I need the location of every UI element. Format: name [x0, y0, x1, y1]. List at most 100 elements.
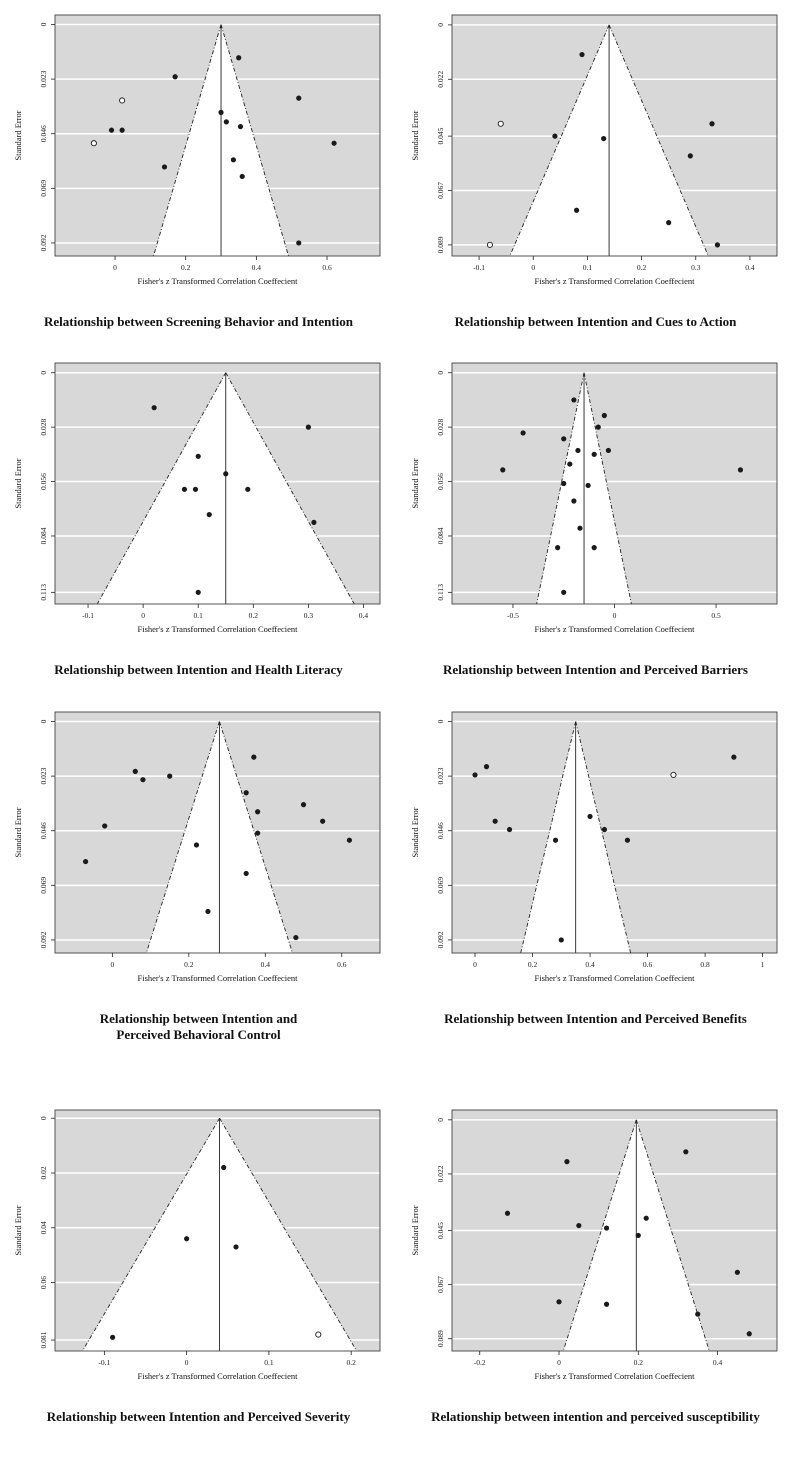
x-tick-label: 0 — [141, 611, 145, 620]
x-tick-label: 0.6 — [337, 960, 347, 969]
y-tick-label: 0 — [436, 371, 445, 375]
plot-border — [54, 14, 380, 257]
funnel-plot-intention-perceived-behavioral-control: 0 0.023 0.046 0.069 0.092 0 0.2 0.4 0.6 Fisher's … — [0, 705, 397, 1044]
data-point — [682, 1149, 688, 1155]
x-tick-label: 0.4 — [358, 611, 368, 620]
y-tick-label: 0.092 — [436, 931, 445, 948]
x-tick-label: 0.8 — [700, 960, 710, 969]
data-point — [746, 1331, 752, 1337]
data-point — [239, 173, 245, 180]
data-point — [193, 841, 199, 848]
data-point — [486, 241, 493, 248]
data-point — [192, 486, 198, 493]
data-point — [132, 768, 138, 774]
plot-caption: Relationship between Intention and Perce… — [99, 1010, 298, 1042]
data-point — [295, 95, 301, 101]
data-point — [560, 589, 566, 596]
y-axis-label: Standard Error — [410, 110, 420, 160]
data-point — [643, 1215, 649, 1221]
data-point — [295, 240, 301, 246]
x-tick-label: 0.3 — [303, 611, 313, 620]
x-tick-label: 0.1 — [193, 611, 203, 620]
data-point — [139, 776, 146, 782]
data-point — [310, 520, 316, 526]
funnel-plot-intention-perceived-benefits: 0 0.023 0.046 0.069 0.092 0 0.2 0.4 0.6 0.8 1 Fishe… — [397, 705, 794, 1044]
y-tick-label: 0.046 — [436, 822, 445, 839]
data-point — [181, 486, 187, 493]
y-tick-label: 0.022 — [436, 1165, 445, 1182]
y-tick-label: 0 — [39, 371, 48, 375]
x-tick-label: -0.1 — [98, 1358, 110, 1367]
y-tick-label: 0.022 — [436, 71, 445, 88]
y-tick-label: 0.023 — [39, 70, 48, 87]
data-point — [563, 1159, 570, 1165]
data-point — [605, 448, 611, 454]
data-point — [566, 461, 572, 467]
x-axis-label: Fisher's z Transformed Correlation Coeff… — [137, 1371, 298, 1381]
plot-caption: Relationship between Intention and Healt… — [54, 662, 343, 678]
funnel-chart-canvas: 0 0.028 0.056 0.084 0.113 -0.1 0 0.1 0.2 0.3 0.4 Fi… — [13, 362, 380, 634]
y-tick-label: 0 — [39, 22, 48, 26]
funnel-chart-canvas: 0 0.022 0.045 0.067 0.089 -0.1 0 0.1 0.2 0.3 0.4 Fi… — [410, 14, 777, 286]
plot-caption: Relationship between Intention and Perce… — [443, 662, 748, 678]
data-point — [250, 754, 256, 760]
funnel-edge-right — [218, 1117, 357, 1351]
y-tick-label: 0.023 — [39, 767, 48, 784]
y-tick-label: 0.045 — [436, 127, 445, 144]
x-tick-label: 0.2 — [181, 263, 191, 272]
funnel-edge-left — [81, 1117, 220, 1351]
data-point — [603, 1301, 609, 1307]
data-point — [694, 1311, 700, 1317]
y-axis-label: Standard Error — [410, 458, 420, 508]
funnel-chart-canvas: 0 0.022 0.045 0.067 0.089 -0.2 0 0.2 0.4 Fisher's… — [410, 1109, 777, 1381]
data-point — [730, 754, 736, 760]
data-point — [151, 405, 157, 411]
funnel-edge-right — [224, 372, 355, 605]
plot-border — [54, 1109, 380, 1352]
y-tick-label: 0 — [39, 1116, 48, 1120]
funnel-plot-intention-perceived-severity: 0 0.02 0.04 0.06 0.081 -0.1 0 0.1 0.2 Fisher's z … — [0, 1103, 397, 1425]
x-tick-label: 0.5 — [711, 611, 721, 620]
data-point — [118, 97, 125, 104]
x-tick-label: 0 — [110, 960, 114, 969]
x-tick-label: 0.2 — [346, 1358, 356, 1367]
x-tick-label: 0 — [557, 1358, 561, 1367]
data-point — [300, 801, 306, 807]
data-point — [560, 481, 566, 487]
y-tick-label: 0.028 — [39, 419, 48, 436]
x-tick-label: 0 — [612, 611, 616, 620]
data-point — [222, 471, 228, 477]
data-point — [573, 207, 579, 213]
x-tick-label: 0.4 — [260, 960, 270, 969]
funnel-edge-right — [220, 24, 289, 256]
y-tick-label: 0.056 — [39, 473, 48, 490]
y-tick-label: 0 — [436, 719, 445, 723]
x-tick-label: 1 — [760, 960, 764, 969]
funnel-plot-intention-health-literacy: 0 0.028 0.056 0.084 0.113 -0.1 0 0.1 0.2 0.3 0.4 Fi… — [0, 356, 397, 678]
data-point — [108, 127, 114, 133]
x-tick-label: 0 — [184, 1358, 188, 1367]
y-tick-label: 0.089 — [436, 236, 445, 253]
y-tick-label: 0.056 — [436, 473, 445, 490]
data-point — [220, 1164, 226, 1171]
data-point — [669, 771, 677, 778]
funnel-edge-left — [519, 720, 576, 953]
data-point — [601, 826, 607, 832]
funnel-plot-intention-perceived-susceptibility: 0 0.022 0.045 0.067 0.089 -0.2 0 0.2 0.4 Fisher's… — [397, 1103, 794, 1425]
data-point — [243, 870, 249, 876]
funnel-plot-intention-perceived-barriers: 0 0.028 0.056 0.084 0.113 -0.5 0 0.5 Fisher's z … — [397, 356, 794, 678]
x-tick-label: 0 — [113, 263, 117, 272]
plot-caption: Relationship between intention and perce… — [431, 1409, 760, 1424]
data-point — [243, 789, 249, 795]
data-point — [575, 1222, 581, 1229]
data-point — [204, 908, 211, 914]
x-tick-label: 0.2 — [248, 611, 258, 620]
data-point — [319, 818, 325, 824]
funnel-edge-left — [96, 372, 226, 605]
x-axis-label: Fisher's z Transformed Correlation Coeff… — [534, 624, 695, 634]
x-axis-label: Fisher's z Transformed Correlation Coeff… — [534, 276, 695, 286]
y-tick-label: 0.067 — [436, 1276, 445, 1293]
y-tick-label: 0.02 — [39, 1166, 48, 1179]
plot-border — [451, 14, 777, 257]
data-point — [183, 1236, 189, 1242]
